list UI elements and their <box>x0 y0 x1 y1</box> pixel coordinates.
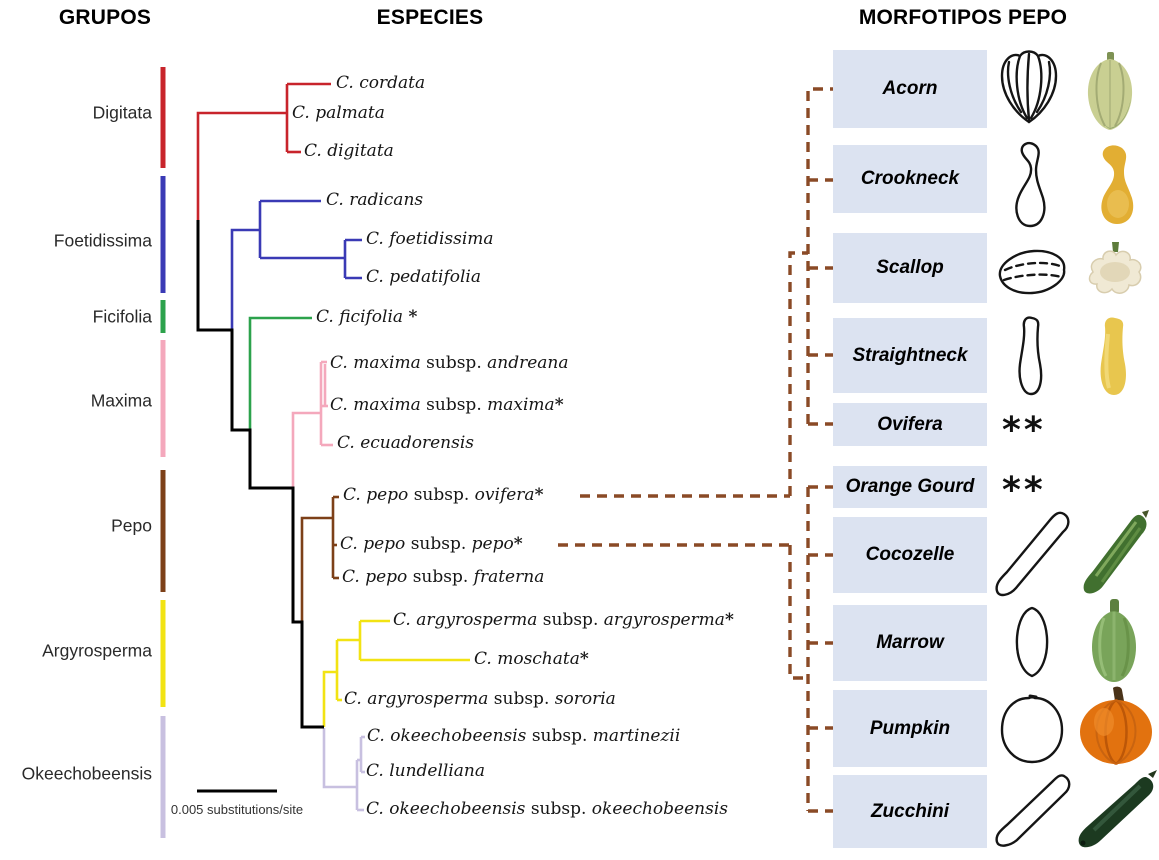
crookneck-photo <box>1101 145 1134 224</box>
clade-ficifolia <box>160 300 312 430</box>
species-c-palmata: C. palmata <box>292 103 385 123</box>
tree-spine <box>196 220 324 729</box>
morphotype-box-pumpkin: Pumpkin <box>833 690 987 767</box>
connector-ovifera-bracket <box>806 87 833 424</box>
marrow-outline-icon <box>1015 606 1049 678</box>
morphotype-label: Orange Gourd <box>845 476 975 497</box>
morphotype-box-straightneck: Straightneck <box>833 318 987 393</box>
species-c-pepo-fraterna: C. pepo subsp. fraterna <box>342 567 545 587</box>
morphotype-label: Ovifera <box>877 413 943 435</box>
species-c-argyrosperma-sororia: C. argyrosperma subsp. sororia <box>344 689 616 709</box>
scallop-outline-icon <box>998 249 1066 295</box>
morphotype-box-crookneck: Crookneck <box>833 145 987 213</box>
clade-okeechobeensis <box>160 716 365 838</box>
straightneck-photo <box>1100 317 1126 395</box>
group-label-maxima: Maxima <box>90 390 152 411</box>
morphotype-label: Crookneck <box>860 168 960 189</box>
scallop-photo <box>1088 242 1142 294</box>
clade-maxima <box>160 340 333 488</box>
pumpkin-photo <box>1080 686 1152 766</box>
cocozelle-photo <box>1083 510 1149 594</box>
pumpkin-outline-icon <box>1000 694 1064 764</box>
species-c-maxima-andreana: C. maxima subsp. andreana <box>330 353 569 373</box>
species-c-ecuadorensis: C. ecuadorensis <box>337 433 475 453</box>
morphotype-label: Cocozelle <box>865 544 955 565</box>
species-c-argyrosperma-argyrosperma: C. argyrosperma subsp. argyrosperma* <box>393 610 734 630</box>
species-c-lundelliana: C. lundelliana <box>366 761 486 781</box>
morphotype-label: Zucchini <box>870 800 950 822</box>
cocozelle-outline-icon <box>995 511 1070 597</box>
straightneck-outline-icon <box>1018 316 1043 396</box>
species-c-foetidissima: C. foetidissima <box>366 229 494 249</box>
connector-pepo-riser <box>788 545 808 680</box>
morphotype-box-scallop: Scallop <box>833 233 987 303</box>
scale-bar-label: 0.005 substitutions/site <box>170 802 304 817</box>
morphotype-box-cocozelle: Cocozelle <box>833 517 987 593</box>
species-c-cordata: C. cordata <box>336 73 426 93</box>
species-c-radicans: C. radicans <box>326 190 424 210</box>
species-c-digitata: C. digitata <box>304 141 394 161</box>
connector-ovifera-riser <box>788 251 808 496</box>
orange-gourd-no-image-asterisks: ** <box>1002 470 1046 511</box>
ovifera-no-image-asterisks: ** <box>1002 410 1046 451</box>
species-c-okeechobeensis-martinezii: C. okeechobeensis subsp. martinezii <box>367 726 681 746</box>
morphotype-box-acorn: Acorn <box>833 50 987 128</box>
morphotype-box-zucchini: Zucchini <box>833 775 987 848</box>
clade-foetidissima <box>160 176 362 330</box>
group-label-ficifolia: Ficifolia <box>92 306 152 327</box>
species-c-maxima-maxima: C. maxima subsp. maxima* <box>330 395 564 415</box>
morphotype-label: Scallop <box>876 257 944 278</box>
zucchini-outline-icon <box>995 774 1071 847</box>
header-especies: ESPECIES <box>376 6 484 29</box>
clade-digitata <box>160 67 331 220</box>
group-label-okeechobeensis: Okeechobeensis <box>21 763 152 784</box>
crookneck-outline-icon <box>1015 141 1046 228</box>
morphotype-box-marrow: Marrow <box>833 605 987 681</box>
morphotype-box-orange-gourd: Orange Gourd <box>833 466 987 508</box>
group-label-pepo: Pepo <box>111 515 152 536</box>
header-grupos: GRUPOS <box>58 6 152 29</box>
acorn-outline-icon <box>1000 50 1058 124</box>
marrow-photo <box>1092 599 1136 682</box>
header-morfotipos: MORFOTIPOS PEPO <box>858 6 1068 29</box>
species-c-moschata: C. moschata* <box>474 649 589 669</box>
species-c-okeechobeensis-okeechobeensis: C. okeechobeensis subsp. okeechobeensis <box>366 799 728 819</box>
species-c-pedatifolia: C. pedatifolia <box>366 267 481 287</box>
clade-argyrosperma <box>160 600 470 727</box>
morphotype-label: Straightneck <box>852 344 968 366</box>
species-c-ficifolia: C. ficifolia * <box>316 307 418 327</box>
group-label-argyrosperma: Argyrosperma <box>42 640 152 661</box>
acorn-photo <box>1087 52 1133 130</box>
group-label-digitata: Digitata <box>92 102 152 123</box>
species-c-pepo-pepo: C. pepo subsp. pepo* <box>340 534 523 554</box>
zucchini-photo <box>1078 770 1157 848</box>
morphotype-label: Acorn <box>882 78 938 99</box>
group-label-foetidissima: Foetidissima <box>53 230 152 251</box>
morphotype-box-ovifera: Ovifera <box>833 403 987 446</box>
clade-pepo <box>160 470 339 622</box>
morphotype-label: Pumpkin <box>869 717 951 739</box>
species-c-pepo-ovifera: C. pepo subsp. ovifera* <box>343 485 544 505</box>
morphotype-label: Marrow <box>876 632 944 653</box>
morphotype-connectors <box>558 87 833 813</box>
